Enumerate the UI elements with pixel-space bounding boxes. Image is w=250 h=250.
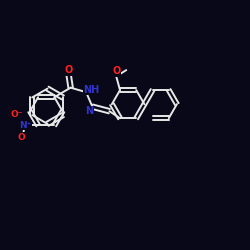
Text: N: N <box>85 106 94 116</box>
Text: NH: NH <box>84 85 100 95</box>
Text: O: O <box>64 65 73 75</box>
Text: O: O <box>17 132 25 141</box>
Text: O⁻: O⁻ <box>11 110 23 119</box>
Text: O: O <box>112 66 120 76</box>
Text: N⁺: N⁺ <box>20 121 32 130</box>
